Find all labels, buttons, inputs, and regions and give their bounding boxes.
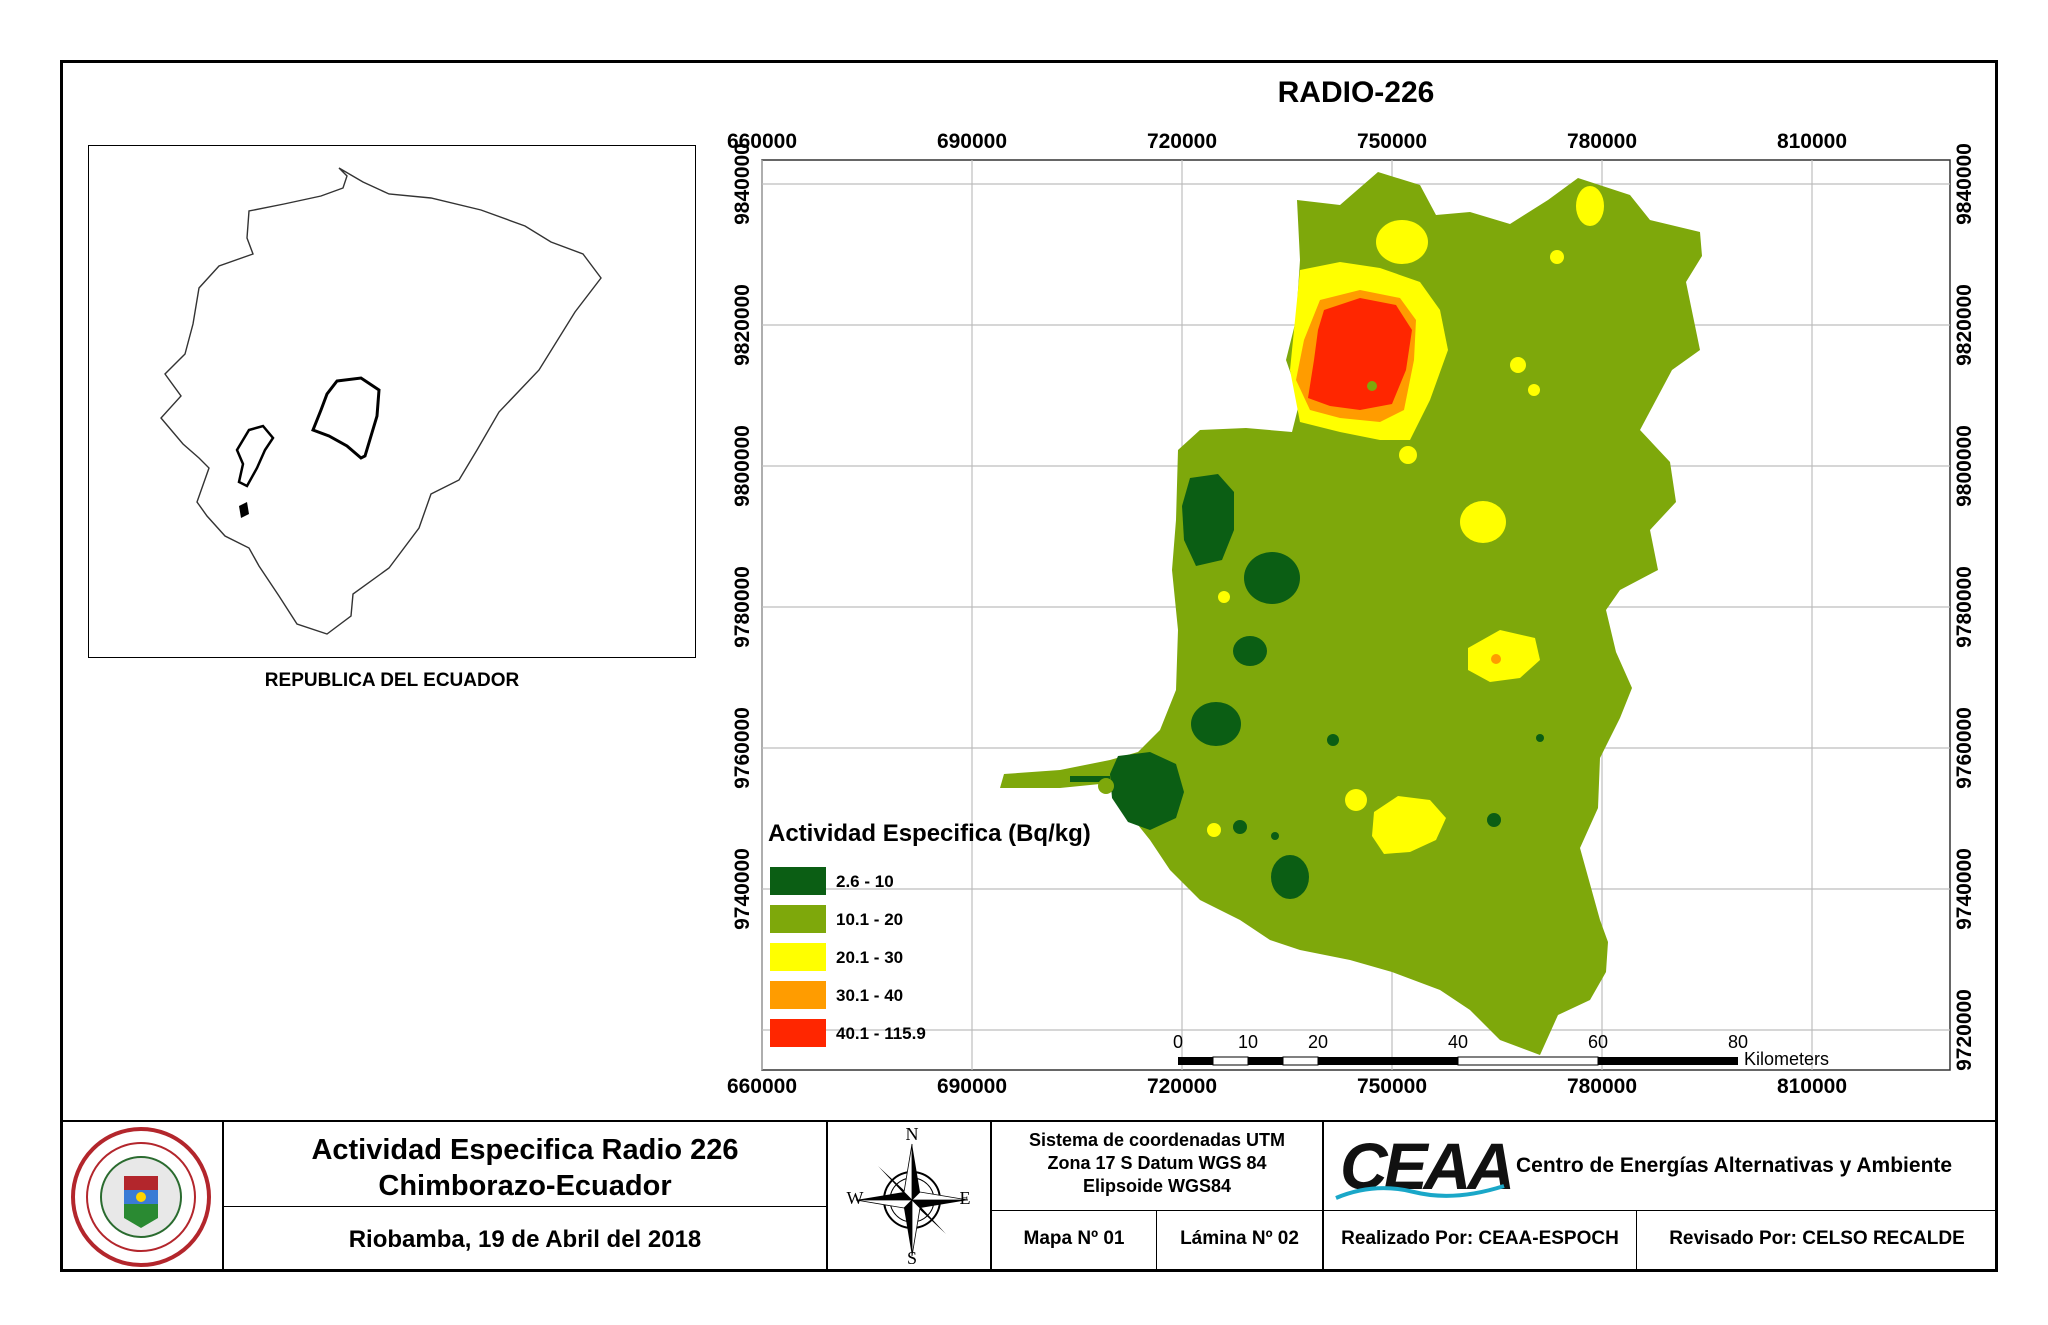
legend-swatch-1 — [770, 867, 826, 895]
footer-divider-1 — [222, 1120, 224, 1272]
compass-w-label: W — [846, 1188, 864, 1208]
footer-hline-left — [222, 1206, 826, 1207]
x-tick-top-0: 660000 — [726, 130, 798, 153]
x-tick-top-3: 750000 — [1356, 130, 1428, 153]
zone-40-115 — [1308, 298, 1412, 410]
inset-map — [88, 145, 696, 658]
y-tick-left-5: 9740000 — [731, 848, 754, 930]
inset-caption: REPUBLICA DEL ECUADOR — [264, 670, 520, 691]
province-region-10-20 — [1000, 172, 1702, 1055]
x-tick-bottom-5: 810000 — [1776, 1075, 1848, 1098]
x-tick-bottom-0: 660000 — [726, 1075, 798, 1098]
compass-e-label: E — [959, 1188, 971, 1208]
legend-label-1: 2.6 - 10 — [836, 872, 894, 891]
x-tick-top-4: 780000 — [1566, 130, 1638, 153]
x-tick-top-5: 810000 — [1776, 130, 1848, 153]
crs-line2: Zona 17 S Datum WGS 84 — [1047, 1153, 1267, 1173]
y-tick-right-3: 9780000 — [1953, 566, 1976, 648]
scale-tick-20: 20 — [1307, 1032, 1329, 1052]
legend-swatch-3 — [770, 943, 826, 971]
map-number: Mapa Nº 01 — [1023, 1228, 1125, 1249]
north-arrow-compass — [855, 1143, 969, 1257]
footer-top-border — [60, 1120, 1998, 1122]
x-tick-bottom-1: 690000 — [936, 1075, 1008, 1098]
y-tick-left-0: 9840000 — [731, 143, 754, 225]
y-tick-left-2: 9800000 — [731, 425, 754, 507]
footer-divider-6 — [1636, 1210, 1637, 1272]
reviewed-by: Revisado Por: CELSO RECALDE — [1669, 1228, 1965, 1249]
legend-label-5: 40.1 - 115.9 — [836, 1024, 926, 1043]
footer-title-line1: Actividad Especifica Radio 226 — [311, 1134, 739, 1166]
x-tick-bottom-3: 750000 — [1356, 1075, 1428, 1098]
org-name: Centro de Energías Alternativas y Ambien… — [1516, 1154, 1953, 1177]
scale-tick-80: 80 — [1727, 1032, 1749, 1052]
y-tick-right-5: 9740000 — [1953, 848, 1976, 930]
x-tick-top-1: 690000 — [936, 130, 1008, 153]
university-seal — [71, 1127, 211, 1267]
y-tick-left-3: 9780000 — [731, 566, 754, 648]
footer-divider-2 — [826, 1120, 828, 1272]
y-tick-right-6: 9720000 — [1953, 989, 1976, 1071]
compass-s-label: S — [906, 1248, 917, 1268]
zones-2-10 — [1070, 474, 1544, 899]
y-tick-right-0: 9840000 — [1953, 143, 1976, 225]
y-tick-right-1: 9820000 — [1953, 284, 1976, 366]
scale-tick-40: 40 — [1447, 1032, 1469, 1052]
legend-swatch-5 — [770, 1019, 826, 1047]
crs-line3: Elipsoide WGS84 — [1082, 1176, 1232, 1196]
scale-tick-0: 0 — [1172, 1032, 1183, 1052]
small-orange-spot — [1491, 654, 1501, 664]
legend-label-2: 10.1 - 20 — [836, 910, 904, 929]
legend-title: Actividad Especifica (Bq/kg) — [768, 820, 1091, 847]
legend-swatch-2 — [770, 905, 826, 933]
y-tick-right-4: 9760000 — [1953, 707, 1976, 789]
footer-divider-4 — [1322, 1120, 1324, 1272]
legend-label-3: 20.1 - 30 — [836, 948, 904, 967]
crs-line1: Sistema de coordenadas UTM — [1028, 1130, 1286, 1150]
scale-unit: Kilometers — [1744, 1049, 1830, 1069]
footer-divider-5 — [1156, 1210, 1157, 1272]
ecuador-outline — [160, 167, 602, 635]
made-by: Realizado Por: CEAA-ESPOCH — [1341, 1228, 1619, 1249]
footer-date: Riobamba, 19 de Abril del 2018 — [348, 1226, 702, 1253]
scale-bar — [1178, 1056, 1738, 1066]
y-tick-left-1: 9820000 — [731, 284, 754, 366]
y-tick-left-4: 9760000 — [731, 707, 754, 789]
y-tick-right-2: 9800000 — [1953, 425, 1976, 507]
x-tick-bottom-4: 780000 — [1566, 1075, 1638, 1098]
compass-n-label: N — [905, 1124, 919, 1144]
sheet-number: Lámina Nº 02 — [1180, 1228, 1299, 1249]
legend-swatch-4 — [770, 981, 826, 1009]
footer-hline-mid — [990, 1210, 1998, 1211]
x-tick-bottom-2: 720000 — [1146, 1075, 1218, 1098]
x-tick-top-2: 720000 — [1146, 130, 1218, 153]
footer-title-line2: Chimborazo-Ecuador — [378, 1170, 672, 1202]
map-title: RADIO-226 — [1277, 76, 1435, 109]
legend: Actividad Especifica (Bq/kg) 2.6 - 10 10… — [766, 818, 1146, 1058]
map-frame — [60, 60, 1998, 1272]
scale-tick-10: 10 — [1237, 1032, 1259, 1052]
legend-label-4: 30.1 - 40 — [836, 986, 904, 1005]
scale-tick-60: 60 — [1587, 1032, 1609, 1052]
footer-divider-3 — [990, 1120, 992, 1272]
ceaa-logo-swoosh — [1335, 1184, 1505, 1200]
